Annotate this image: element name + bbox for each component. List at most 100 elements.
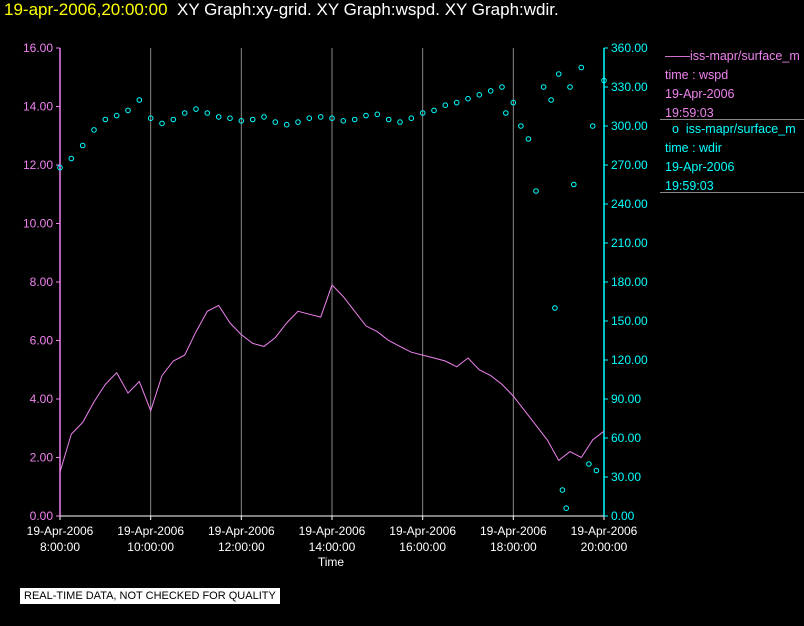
x-tick-label-date: 19-Apr-2006 bbox=[27, 524, 94, 538]
x-tick-label-date: 19-Apr-2006 bbox=[299, 524, 366, 538]
legend-circle-marker: o bbox=[671, 122, 679, 136]
wdir-point bbox=[487, 88, 494, 94]
wdir-point bbox=[559, 487, 566, 493]
wdir-point bbox=[540, 84, 547, 90]
wdir-point bbox=[453, 99, 460, 106]
wdir-point bbox=[340, 118, 347, 124]
wdir-point bbox=[215, 114, 222, 120]
chart-title: 19-apr-2006,20:00:00 XY Graph:xy-grid. X… bbox=[4, 0, 559, 20]
wdir-point bbox=[431, 107, 437, 114]
left-y-tick-label: 4.00 bbox=[30, 392, 54, 406]
legend-divider bbox=[660, 119, 804, 120]
title-timestamp: 19-apr-2006,20:00:00 bbox=[4, 0, 168, 19]
wdir-point bbox=[548, 97, 554, 103]
legend-date: 19-Apr-2006 bbox=[665, 160, 735, 174]
x-tick-label-date: 19-Apr-2006 bbox=[571, 524, 638, 538]
x-tick-label-date: 19-Apr-2006 bbox=[480, 524, 547, 538]
title-graphs: XY Graph:xy-grid. XY Graph:wspd. XY Grap… bbox=[176, 0, 559, 19]
axes bbox=[56, 47, 608, 520]
wdir-point bbox=[465, 95, 471, 102]
wdir-point bbox=[571, 181, 577, 188]
wdir-point bbox=[589, 123, 596, 129]
wdir-point bbox=[68, 155, 75, 162]
wdir-point bbox=[363, 112, 369, 119]
wdir-point bbox=[329, 115, 335, 121]
wdir-point bbox=[567, 84, 573, 90]
wdir-point bbox=[499, 84, 505, 90]
legend-series-name: o iss-mapr/surface_m bbox=[671, 122, 796, 136]
wdir-point bbox=[525, 136, 532, 142]
left-y-tick-label: 6.00 bbox=[30, 334, 54, 348]
wdir-point bbox=[419, 110, 426, 116]
x-tick-label-time: 18:00:00 bbox=[490, 540, 537, 554]
wdir-point bbox=[193, 106, 199, 112]
right-y-tick-label: 360.00 bbox=[611, 41, 648, 55]
legend-date: 19-Apr-2006 bbox=[665, 87, 735, 101]
left-y-tick-label: 0.00 bbox=[30, 509, 54, 523]
left-y-tick-label: 14.00 bbox=[23, 100, 53, 114]
right-y-tick-label: 330.00 bbox=[611, 80, 648, 94]
right-y-tick-label: 300.00 bbox=[611, 119, 648, 133]
wdir-point bbox=[510, 99, 517, 106]
wdir-point bbox=[408, 115, 415, 121]
wdir-point bbox=[57, 164, 63, 171]
legend-field: time : wspd bbox=[665, 68, 729, 82]
wdir-point bbox=[159, 120, 165, 127]
wdir-point bbox=[503, 110, 509, 116]
wdir-point bbox=[601, 77, 607, 84]
right-y-tick-label: 150.00 bbox=[611, 314, 648, 328]
right-y-tick-label: 0.00 bbox=[611, 509, 635, 523]
right-y-tick-label: 120.00 bbox=[611, 353, 648, 367]
wdir-point bbox=[518, 123, 524, 129]
right-y-tick-label: 60.00 bbox=[611, 431, 641, 445]
right-y-tick-label: 270.00 bbox=[611, 158, 648, 172]
right-y-tick-label: 180.00 bbox=[611, 275, 648, 289]
wdir-point bbox=[555, 71, 562, 77]
wdir-point bbox=[249, 116, 256, 123]
wdir-point bbox=[238, 118, 245, 124]
left-y-tick-label: 8.00 bbox=[30, 275, 54, 289]
wspd-series-line bbox=[59, 283, 605, 473]
right-y-tick-label: 240.00 bbox=[611, 197, 648, 211]
wdir-point bbox=[79, 142, 86, 149]
wdir-point bbox=[204, 110, 211, 116]
x-tick-label-date: 19-Apr-2006 bbox=[117, 524, 184, 538]
grid-lines bbox=[150, 48, 514, 516]
wdir-point bbox=[261, 114, 267, 120]
wdir-point bbox=[227, 115, 233, 121]
wdir-point bbox=[283, 121, 290, 128]
legend-divider bbox=[660, 192, 804, 193]
wdir-point bbox=[136, 97, 143, 103]
left-y-tick-label: 16.00 bbox=[23, 41, 53, 55]
left-y-tick-label: 12.00 bbox=[23, 158, 53, 172]
wdir-point bbox=[272, 119, 279, 125]
wdir-point bbox=[385, 116, 392, 123]
tick-labels: 19-Apr-2006 8:00:00 19-Apr-2006 10:00:00 19-… bbox=[23, 41, 648, 554]
wdir-point bbox=[295, 119, 301, 125]
x-tick-label-time: 12:00:00 bbox=[218, 540, 265, 554]
left-y-tick-label: 2.00 bbox=[30, 451, 54, 465]
wdir-point bbox=[552, 305, 558, 311]
x-tick-label-time: 14:00:00 bbox=[309, 540, 356, 554]
wdir-point bbox=[586, 461, 592, 467]
right-y-tick-label: 30.00 bbox=[611, 470, 641, 484]
wdir-point bbox=[147, 115, 154, 121]
legend-entry-wspd: ——iss-mapr/surface_m time : wspd 19-Apr-… bbox=[665, 47, 804, 123]
wdir-point bbox=[476, 92, 483, 98]
wdir-point bbox=[306, 115, 313, 121]
left-y-tick-label: 10.00 bbox=[23, 217, 53, 231]
x-tick-label-time: 8:00:00 bbox=[40, 540, 80, 554]
wdir-point bbox=[91, 127, 97, 133]
legend-field: time : wdir bbox=[665, 141, 722, 155]
right-y-tick-label: 210.00 bbox=[611, 236, 648, 250]
wdir-point bbox=[181, 110, 188, 116]
legend-entry-wdir: o iss-mapr/surface_m time : wdir 19-Apr-… bbox=[665, 120, 804, 196]
legend-time: 19:59:03 bbox=[665, 179, 714, 193]
x-tick-label-date: 19-Apr-2006 bbox=[389, 524, 456, 538]
wdir-point bbox=[170, 116, 177, 123]
right-y-tick-label: 90.00 bbox=[611, 392, 641, 406]
x-tick-label-time: 16:00:00 bbox=[399, 540, 446, 554]
legend-time: 19:59:03 bbox=[665, 106, 714, 120]
wdir-point bbox=[533, 188, 539, 194]
